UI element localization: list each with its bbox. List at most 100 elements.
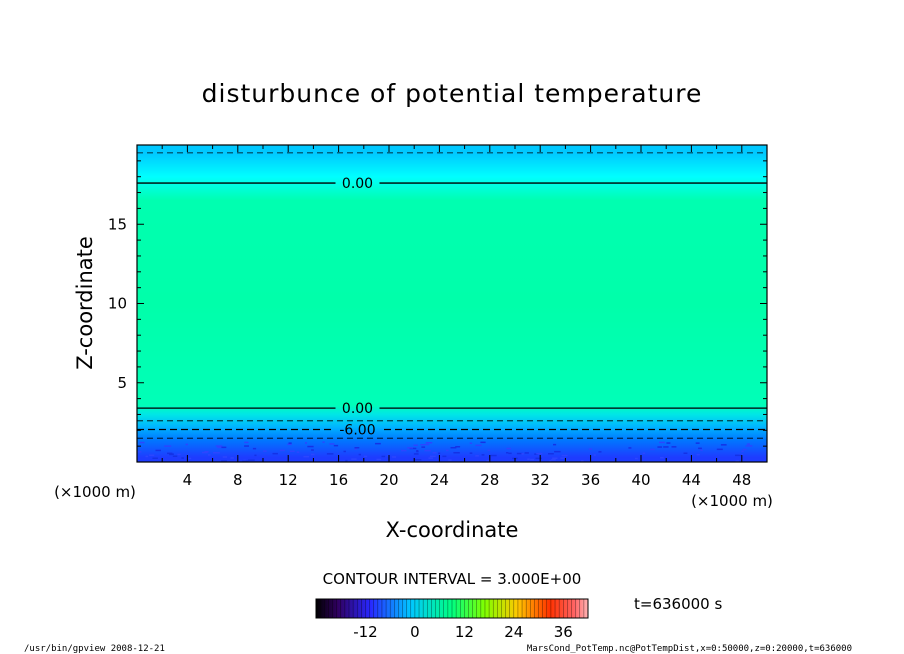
colorbar-ticks: -12 0 12 24 36 [353, 623, 573, 641]
noise-speck [480, 441, 486, 444]
colorbar-stripes [319, 599, 585, 618]
noise-speck [650, 448, 655, 451]
contour-label: -6.00 [339, 423, 375, 439]
noise-speck [475, 444, 482, 447]
noise-speck [345, 459, 348, 462]
noise-speck [560, 457, 566, 459]
footer-left: /usr/bin/gpview 2008-12-21 [24, 644, 165, 654]
noise-speck [735, 454, 742, 457]
noise-speck [167, 452, 173, 455]
noise-speck [244, 445, 249, 447]
noise-speck [248, 459, 255, 461]
noise-speck [188, 457, 192, 460]
noise-speck [221, 446, 227, 449]
noise-speck [217, 446, 224, 449]
noise-speck [375, 442, 381, 445]
noise-speck [215, 445, 223, 447]
noise-speck [741, 450, 744, 453]
y-axis-ticks: 5 10 15 [108, 160, 767, 447]
noise-speck [152, 457, 158, 459]
noise-speck [177, 453, 181, 456]
noise-speck [552, 457, 558, 459]
noise-speck [635, 457, 638, 460]
noise-speck [242, 460, 249, 462]
noise-speck [521, 453, 524, 455]
noise-speck [230, 457, 234, 459]
noise-speck [486, 460, 490, 462]
y-tick-label: 10 [108, 295, 127, 313]
noise-speck [149, 454, 155, 456]
y-tick-label: 15 [108, 215, 127, 233]
noise-speck [696, 453, 700, 456]
noise-speck [288, 442, 292, 444]
noise-speck [289, 450, 295, 452]
surface-noise [137, 441, 753, 462]
x-tick-label: 12 [279, 471, 298, 489]
noise-speck [524, 452, 529, 454]
x-tick-label: 4 [183, 471, 193, 489]
noise-speck [185, 443, 188, 446]
noise-speck [720, 444, 727, 446]
noise-speck [671, 446, 677, 448]
noise-speck [446, 449, 449, 452]
noise-speck [481, 454, 485, 456]
noise-speck [279, 449, 285, 452]
noise-speck [254, 454, 257, 457]
noise-speck [181, 457, 184, 459]
noise-speck [322, 441, 325, 443]
plot-area: 0.000.00-6.00 4 8 12 16 20 24 28 32 36 40 44 48 510… [108, 144, 768, 489]
noise-speck [287, 443, 292, 446]
noise-speck [424, 443, 430, 446]
colorbar-tick-label: 0 [410, 623, 420, 641]
noise-speck [448, 459, 452, 461]
noise-speck [425, 442, 433, 444]
noise-speck [628, 447, 632, 449]
noise-speck [155, 449, 161, 452]
noise-speck [588, 448, 592, 450]
noise-speck [351, 458, 357, 460]
noise-speck [598, 451, 602, 453]
noise-speck [296, 451, 300, 453]
noise-speck [660, 457, 664, 459]
noise-speck [450, 447, 457, 449]
noise-speck [548, 453, 554, 455]
noise-speck [421, 446, 426, 448]
noise-speck [659, 441, 665, 444]
x-unit-right: (×1000 m) [691, 492, 773, 510]
noise-speck [381, 455, 386, 458]
noise-speck [252, 447, 257, 450]
noise-speck [326, 453, 334, 455]
noise-speck [364, 455, 368, 458]
noise-speck [487, 449, 491, 452]
noise-speck [307, 445, 314, 448]
x-tick-label: 32 [531, 471, 550, 489]
noise-speck [551, 459, 556, 461]
noise-speck [745, 445, 753, 447]
x-tick-label: 24 [430, 471, 449, 489]
noise-speck [508, 452, 512, 455]
noise-speck [343, 450, 346, 453]
noise-speck [438, 452, 441, 454]
noise-speck [506, 447, 511, 450]
noise-speck [593, 454, 596, 456]
colorbar-tick-label: -12 [353, 623, 378, 641]
noise-speck [413, 444, 418, 446]
heatmap-field [137, 145, 767, 462]
noise-speck [666, 442, 671, 444]
noise-speck [202, 451, 208, 454]
noise-speck [407, 447, 413, 449]
noise-speck [413, 453, 419, 455]
noise-speck [549, 460, 552, 462]
noise-speck [554, 450, 561, 453]
noise-speck [303, 455, 310, 458]
contour-interval: CONTOUR INTERVAL = 3.000E+00 [323, 570, 582, 588]
noise-speck [414, 459, 422, 461]
colorbar-tick-label: 12 [455, 623, 474, 641]
noise-speck [145, 455, 149, 458]
noise-speck [698, 447, 702, 450]
noise-speck [742, 448, 747, 451]
noise-speck [208, 454, 211, 456]
y-tick-label: 5 [117, 374, 127, 392]
noise-speck [358, 453, 361, 456]
